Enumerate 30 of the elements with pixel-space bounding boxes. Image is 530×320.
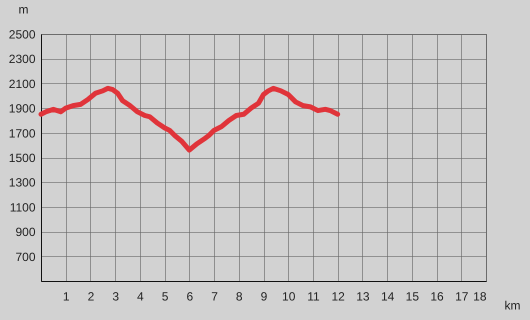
x-tick-label: 7: [211, 290, 218, 304]
x-tick-label: 6: [186, 290, 194, 304]
x-tick-label: 14: [380, 290, 395, 304]
x-tick-label: 9: [260, 290, 268, 304]
y-axis-title: m: [18, 2, 28, 16]
x-tick-label: 1: [62, 290, 70, 304]
y-tick-label: 1300: [8, 176, 36, 190]
x-tick-label: 10: [282, 290, 296, 304]
x-tick-label: 12: [331, 290, 346, 304]
y-tick-label: 2100: [8, 76, 36, 91]
y-tick-label: 1700: [8, 126, 36, 140]
y-tick-label: 1500: [8, 151, 36, 165]
x-tick-label: 18: [473, 290, 487, 304]
x-tick-label: 5: [162, 290, 169, 304]
x-tick-label: 8: [236, 290, 243, 304]
x-tick-label: 11: [307, 290, 320, 304]
y-tick-label: 900: [15, 225, 36, 240]
x-tick-label: 15: [406, 290, 420, 304]
x-tick-label: 3: [112, 290, 120, 304]
x-axis-title: km: [504, 298, 520, 312]
x-tick-label: 16: [430, 290, 444, 304]
y-tick-label: 1900: [8, 102, 36, 116]
x-tick-label: 17: [455, 290, 469, 304]
y-tick-label: 1100: [10, 200, 36, 214]
y-tick-label: 2300: [8, 52, 36, 66]
y-tick-label: 2500: [8, 28, 36, 42]
x-tick-label: 2: [88, 290, 95, 304]
x-tick-label: 13: [356, 290, 370, 304]
x-tick-label: 4: [137, 290, 144, 304]
y-tick-label: 700: [15, 250, 36, 264]
